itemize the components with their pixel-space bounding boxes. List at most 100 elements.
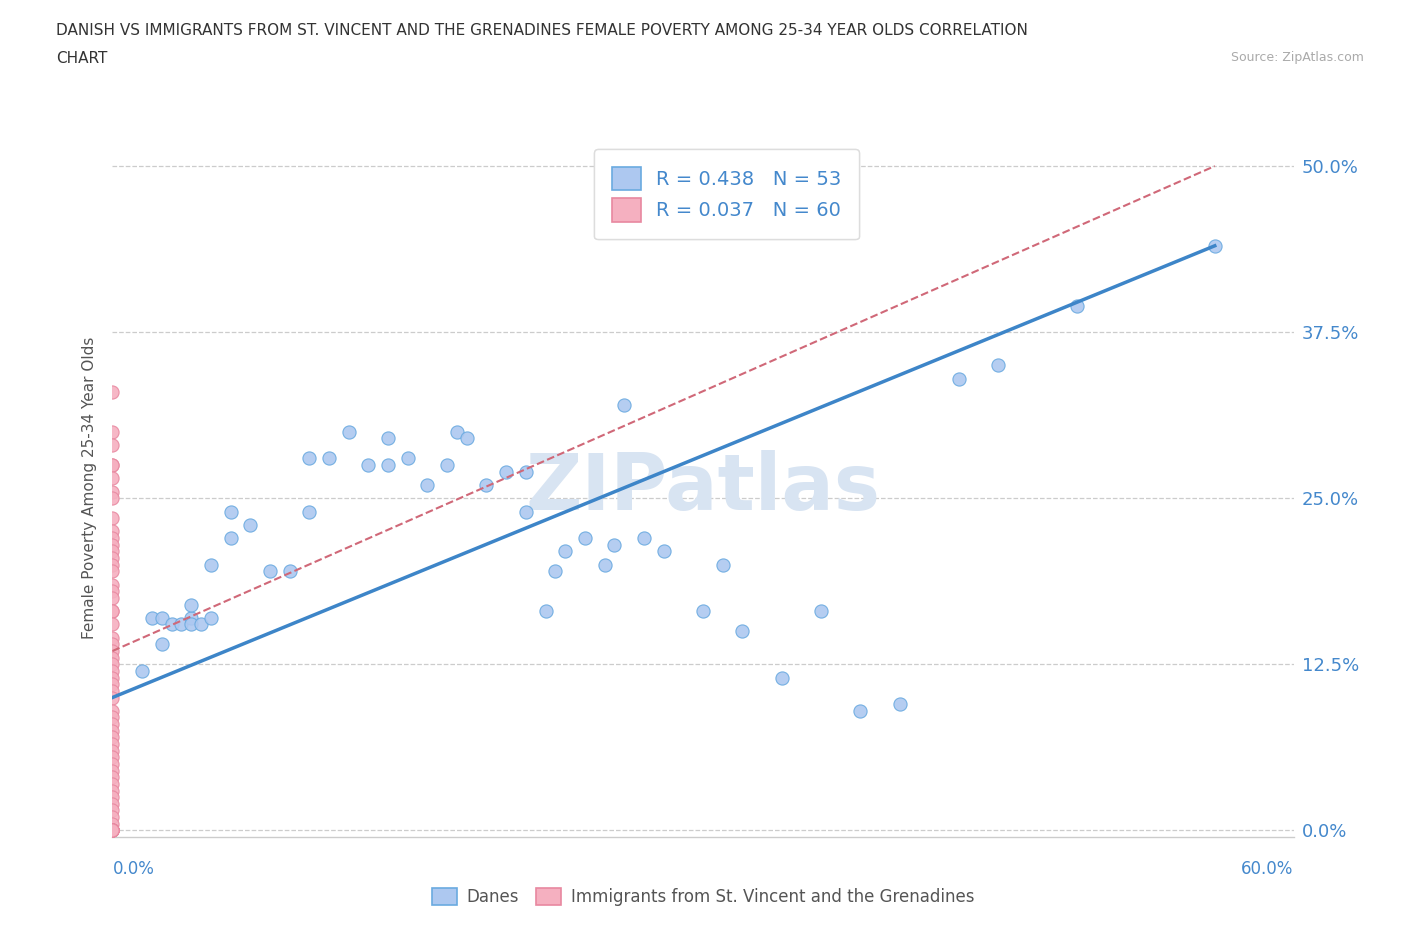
- Point: [170, 617, 193, 631]
- Text: CHART: CHART: [56, 51, 108, 66]
- Point: [180, 610, 202, 625]
- Point: [475, 477, 498, 492]
- Point: [574, 531, 596, 546]
- Point: [101, 783, 124, 798]
- Point: [101, 657, 124, 671]
- Text: 0.0%: 0.0%: [112, 860, 155, 878]
- Point: [101, 796, 124, 811]
- Point: [101, 458, 124, 472]
- Point: [101, 823, 124, 838]
- Point: [101, 557, 124, 572]
- Point: [889, 697, 911, 711]
- Point: [101, 531, 124, 546]
- Point: [101, 424, 124, 439]
- Point: [101, 810, 124, 825]
- Text: Source: ZipAtlas.com: Source: ZipAtlas.com: [1230, 51, 1364, 64]
- Point: [101, 743, 124, 758]
- Point: [515, 504, 537, 519]
- Point: [357, 458, 380, 472]
- Point: [652, 544, 675, 559]
- Point: [101, 438, 124, 453]
- Legend: R = 0.438   N = 53, R = 0.037   N = 60: R = 0.438 N = 53, R = 0.037 N = 60: [595, 149, 859, 239]
- Point: [141, 610, 163, 625]
- Point: [318, 451, 340, 466]
- Point: [101, 617, 124, 631]
- Point: [101, 677, 124, 692]
- Point: [101, 764, 124, 778]
- Point: [446, 424, 468, 439]
- Point: [101, 491, 124, 506]
- Point: [101, 717, 124, 732]
- Point: [101, 604, 124, 618]
- Point: [810, 604, 832, 618]
- Point: [987, 358, 1010, 373]
- Point: [150, 610, 173, 625]
- Point: [101, 823, 124, 838]
- Point: [554, 544, 576, 559]
- Point: [515, 464, 537, 479]
- Point: [948, 371, 970, 386]
- Point: [298, 504, 321, 519]
- Point: [849, 703, 872, 718]
- Point: [101, 511, 124, 525]
- Point: [770, 671, 793, 685]
- Point: [101, 710, 124, 724]
- Point: [200, 610, 222, 625]
- Point: [436, 458, 458, 472]
- Point: [101, 604, 124, 618]
- Point: [101, 823, 124, 838]
- Point: [131, 663, 153, 678]
- Point: [101, 724, 124, 738]
- Point: [150, 637, 173, 652]
- Point: [180, 597, 202, 612]
- Point: [160, 617, 183, 631]
- Point: [101, 578, 124, 592]
- Text: ZIPatlas: ZIPatlas: [526, 450, 880, 526]
- Point: [544, 564, 567, 578]
- Point: [1066, 299, 1088, 313]
- Point: [278, 564, 301, 578]
- Point: [101, 663, 124, 678]
- Point: [101, 817, 124, 831]
- Point: [101, 644, 124, 658]
- Point: [101, 823, 124, 838]
- Point: [101, 544, 124, 559]
- Point: [731, 624, 754, 639]
- Point: [593, 557, 616, 572]
- Point: [101, 750, 124, 764]
- Point: [101, 737, 124, 751]
- Point: [259, 564, 281, 578]
- Point: [603, 538, 626, 552]
- Point: [298, 451, 321, 466]
- Point: [101, 551, 124, 565]
- Point: [101, 384, 124, 399]
- Point: [396, 451, 419, 466]
- Point: [101, 823, 124, 838]
- Point: [219, 504, 242, 519]
- Point: [101, 703, 124, 718]
- Point: [101, 756, 124, 771]
- Text: DANISH VS IMMIGRANTS FROM ST. VINCENT AND THE GRENADINES FEMALE POVERTY AMONG 25: DANISH VS IMMIGRANTS FROM ST. VINCENT AN…: [56, 23, 1028, 38]
- Point: [101, 637, 124, 652]
- Point: [101, 671, 124, 685]
- Point: [101, 684, 124, 698]
- Point: [190, 617, 212, 631]
- Point: [711, 557, 734, 572]
- Point: [101, 823, 124, 838]
- Point: [692, 604, 714, 618]
- Point: [101, 803, 124, 817]
- Point: [101, 538, 124, 552]
- Point: [101, 584, 124, 599]
- Point: [101, 690, 124, 705]
- Text: 60.0%: 60.0%: [1241, 860, 1294, 878]
- Point: [101, 823, 124, 838]
- Point: [101, 524, 124, 538]
- Point: [101, 823, 124, 838]
- Point: [495, 464, 517, 479]
- Point: [337, 424, 360, 439]
- Point: [534, 604, 557, 618]
- Point: [1204, 238, 1226, 253]
- Point: [101, 471, 124, 485]
- Point: [101, 823, 124, 838]
- Point: [101, 591, 124, 605]
